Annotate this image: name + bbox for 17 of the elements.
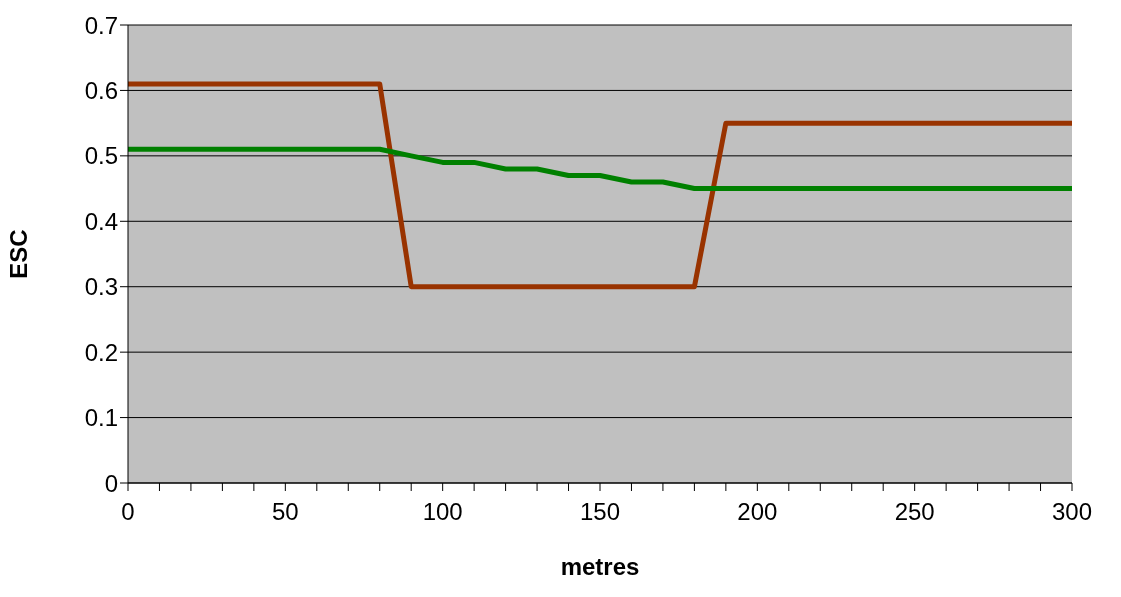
y-tick-label: 0.7 — [84, 11, 118, 39]
y-tick-label: 0 — [104, 469, 118, 497]
x-axis-title: metres — [560, 553, 640, 580]
x-tick-label: 100 — [422, 498, 463, 526]
y-tick-label: 0.6 — [84, 76, 118, 104]
y-tick-label: 0.1 — [84, 404, 118, 432]
y-tick-label: 0.2 — [84, 338, 118, 366]
x-tick-label: 300 — [1051, 498, 1093, 526]
y-axis-title: ESC — [4, 229, 32, 279]
x-tick-label: 250 — [894, 498, 935, 526]
x-tick-label: 50 — [271, 498, 299, 526]
x-tick-label: 200 — [737, 498, 778, 526]
y-tick-label: 0.5 — [84, 142, 118, 170]
y-tick-label: 0.3 — [84, 273, 118, 301]
y-tick-label: 0.4 — [84, 207, 118, 235]
x-tick-label: 150 — [579, 498, 621, 526]
x-tick-label: 0 — [121, 498, 135, 526]
